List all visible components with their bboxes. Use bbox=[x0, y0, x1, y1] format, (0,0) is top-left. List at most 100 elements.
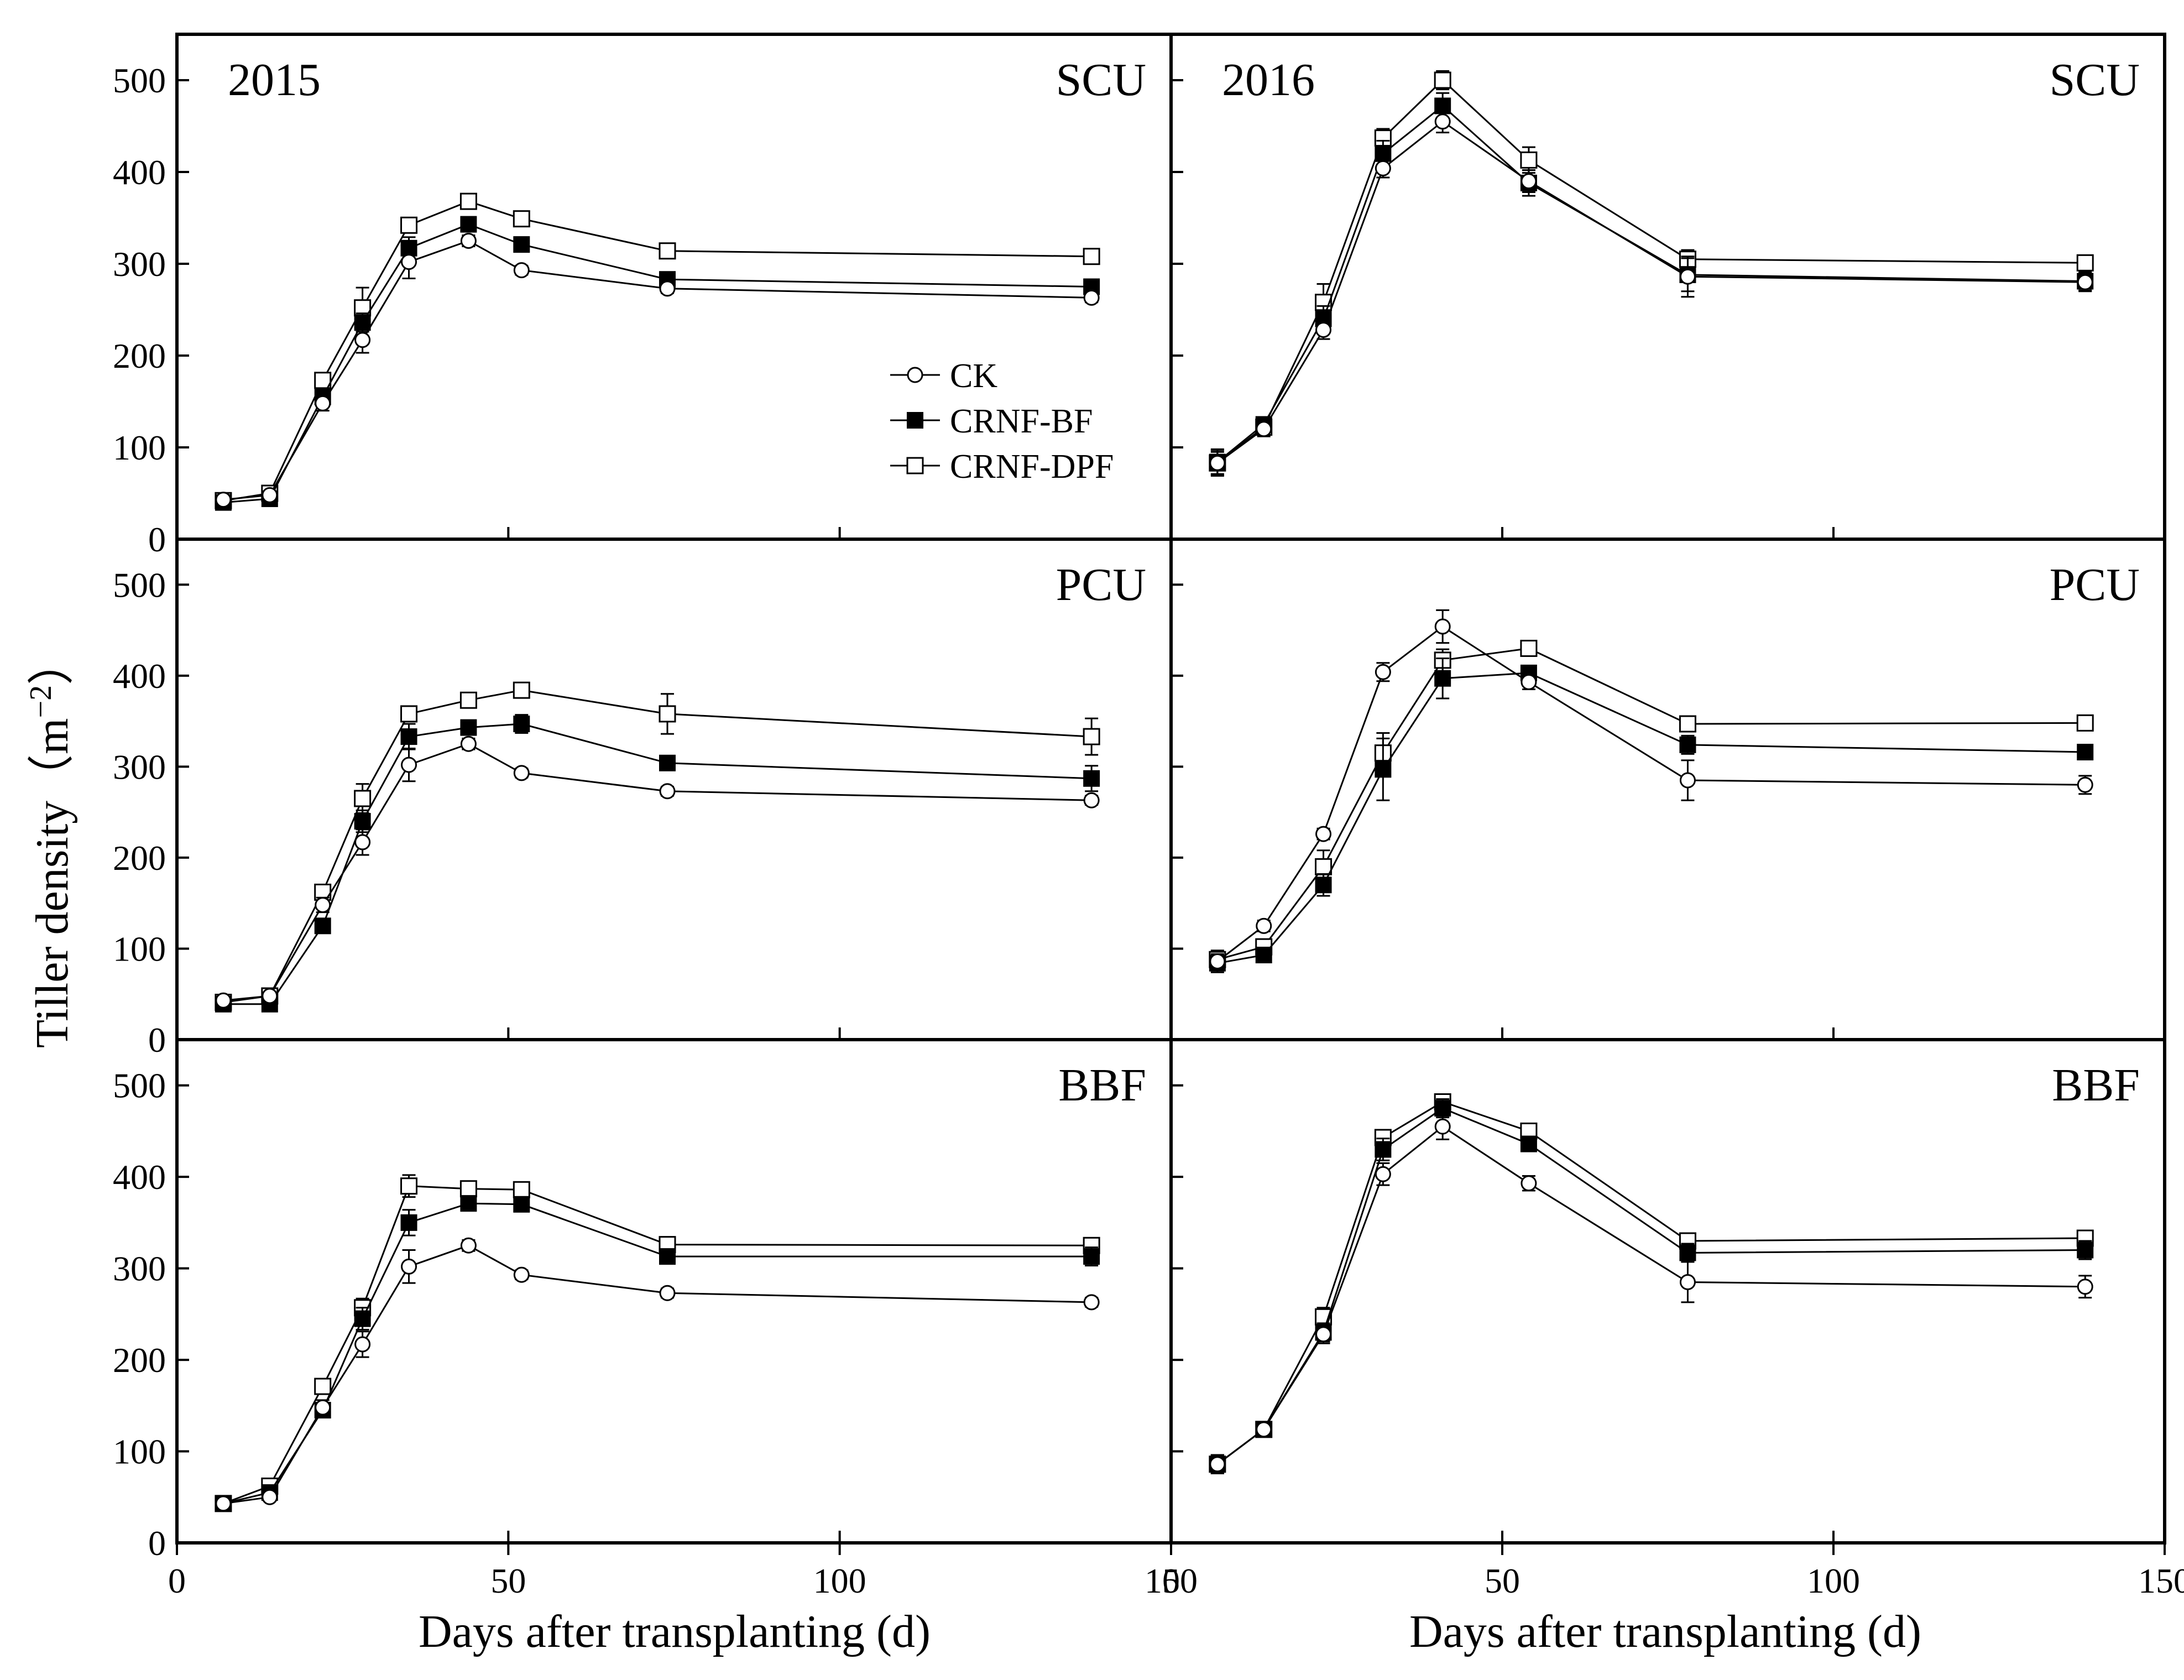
panel-2016-scu-series-ck bbox=[1209, 109, 2093, 477]
panel-2015-scu-y-tick-label-500: 500 bbox=[113, 61, 166, 100]
panel-2016-scu-series-ck-point-2 bbox=[1315, 322, 1332, 338]
panel-2015-pcu-series-ck-point-3 bbox=[354, 834, 371, 851]
panel-2016-scu-series-ck-point-7 bbox=[2077, 274, 2093, 290]
panel-2016-pcu-series-ck-point-2 bbox=[1315, 826, 1332, 842]
panel-2016-bbf-x-tick-label-50: 50 bbox=[1485, 1561, 1520, 1600]
panel-2015-scu-series-crnf-bf-point-6 bbox=[513, 236, 530, 253]
panel-2016-bbf-x-tick-label-0: 0 bbox=[1162, 1561, 1180, 1600]
panel-2016-bbf-series-crnf-bf-point-6 bbox=[1679, 1244, 1696, 1261]
panel-2016-pcu-series-crnf-bf-point-2 bbox=[1315, 876, 1332, 894]
panel-2016-bbf-series-crnf-bf-point-7 bbox=[2077, 1241, 2094, 1259]
panel-2015-scu-series-ck bbox=[215, 233, 1100, 508]
panel-2016-pcu-series-ck-point-7 bbox=[2077, 776, 2093, 793]
x-axis-title-left: Days after transplanting (d) bbox=[419, 1606, 931, 1657]
panel-2015-bbf-series-ck-point-7 bbox=[659, 1285, 676, 1301]
panel-2016-bbf-series-crnf-bf-point-5 bbox=[1520, 1135, 1537, 1152]
panel-2015-bbf-series-ck-point-3 bbox=[354, 1336, 371, 1353]
ticks-layer: 0100200300400500010020030040050001002003… bbox=[113, 61, 2184, 1600]
panel-2015-pcu-series-crnf-dpf bbox=[215, 681, 1100, 1011]
panel-2015-pcu-series-crnf-bf-point-4 bbox=[400, 728, 417, 745]
panel-2015-bbf-series-ck-point-0 bbox=[215, 1495, 232, 1512]
panel-2015-pcu-type-label: PCU bbox=[1056, 559, 1146, 611]
panel-2015-pcu-series-ck bbox=[215, 735, 1100, 1009]
panel-2015-scu-series-ck-point-2 bbox=[315, 395, 331, 411]
panel-2015-pcu-y-tick-label-500: 500 bbox=[113, 565, 166, 604]
panel-2015-bbf-series-ck-point-4 bbox=[401, 1258, 417, 1275]
panel-2016-scu-series-ck-point-1 bbox=[1256, 421, 1272, 437]
panel-2015-scu-series-ck-point-3 bbox=[354, 332, 371, 348]
panel-2016-pcu-series-ck-point-4 bbox=[1434, 618, 1451, 635]
panel-2016-pcu-series-crnf-bf bbox=[1209, 658, 2094, 973]
panel-2016-pcu-series-crnf-bf-point-7 bbox=[2077, 744, 2094, 761]
panel-2016-bbf-x-tick-label-100: 100 bbox=[1807, 1561, 1860, 1600]
panel-2015-pcu-series-ck-point-2 bbox=[315, 896, 331, 913]
panel-2015-pcu-series-crnf-dpf-point-8 bbox=[1083, 728, 1100, 745]
legend-label-ck: CK bbox=[950, 357, 997, 395]
panel-2015-scu-series-ck-point-1 bbox=[262, 487, 278, 503]
panel-2016-bbf-series-crnf-dpf-line bbox=[1216, 1100, 2086, 1465]
panel-2016-pcu-series-ck-point-0 bbox=[1209, 953, 1226, 969]
panel-2015-pcu-series-crnf-dpf-point-6 bbox=[513, 681, 530, 699]
panel-2016-scu-series-crnf-dpf-line bbox=[1216, 79, 2086, 464]
panel-2015-scu-series-crnf-dpf-point-4 bbox=[400, 216, 418, 234]
panel-2015-bbf-x-tick-label-0: 0 bbox=[168, 1561, 186, 1600]
panel-2015-scu-series-crnf-dpf-point-8 bbox=[1083, 248, 1100, 265]
panel-2015-pcu-series-crnf-bf-point-6 bbox=[513, 716, 530, 733]
panel-2016-scu-series-ck-line bbox=[1217, 120, 2086, 464]
panel-2015-bbf-y-tick-label-200: 200 bbox=[113, 1340, 166, 1380]
panel-2015-scu-type-label: SCU bbox=[1056, 54, 1146, 106]
panel-2015-scu-series-crnf-dpf-point-7 bbox=[659, 242, 676, 260]
panel-2016-bbf-series-ck-point-4 bbox=[1434, 1118, 1451, 1135]
panel-2015-bbf-series-crnf-bf bbox=[215, 1195, 1100, 1512]
panel-2015-pcu-series-ck-point-1 bbox=[262, 988, 278, 1004]
panel-2016-bbf-series-ck bbox=[1209, 1113, 2093, 1474]
panel-2015-pcu-series-crnf-dpf-point-4 bbox=[400, 705, 418, 723]
panel-2016-scu-series-ck-point-0 bbox=[1209, 455, 1226, 471]
panel-2015-bbf-series-crnf-bf-point-6 bbox=[513, 1196, 530, 1213]
panel-2016-scu-series-ck-point-4 bbox=[1434, 113, 1451, 130]
panel-2016-bbf-series-ck-point-3 bbox=[1375, 1166, 1391, 1182]
y-axis-title-close: ） bbox=[27, 639, 78, 685]
y-axis-title-main: Tiller density（m bbox=[27, 718, 78, 1048]
panel-2016-pcu-series-crnf-dpf-point-6 bbox=[1679, 715, 1696, 733]
panel-2015-pcu-y-tick-label-0: 0 bbox=[148, 1020, 166, 1060]
panel-2016-pcu-series-crnf-bf-point-4 bbox=[1434, 670, 1451, 687]
legend-label-crnf-dpf: CRNF-DPF bbox=[950, 448, 1114, 486]
panel-2016-scu-series-ck-point-6 bbox=[1679, 268, 1696, 285]
panel-2015-pcu-series-ck-point-5 bbox=[460, 735, 477, 752]
panel-2015-bbf-y-tick-label-400: 400 bbox=[113, 1157, 166, 1197]
panel-2016-scu-series-crnf-dpf-point-4 bbox=[1434, 71, 1451, 89]
panel-2015-pcu-series-ck-point-4 bbox=[401, 756, 417, 773]
panel-2015-bbf-series-crnf-dpf-point-2 bbox=[314, 1378, 332, 1395]
panel-2015-bbf-x-tick-label-50: 50 bbox=[490, 1561, 526, 1600]
panel-2015-bbf-series-crnf-bf-point-7 bbox=[659, 1248, 676, 1265]
panel-2015-scu-y-tick-label-300: 300 bbox=[113, 244, 166, 284]
labels-layer: 2015 SCU 2016 SCU PCU PCU BBF BBF bbox=[228, 54, 2140, 1111]
panel-2016-scu-series-ck-point-3 bbox=[1375, 160, 1391, 176]
panel-2016-bbf-type-label: BBF bbox=[2052, 1060, 2140, 1111]
panel-2015-bbf-series-ck-point-1 bbox=[262, 1489, 278, 1505]
panel-2016-pcu-series-ck-point-6 bbox=[1679, 772, 1696, 789]
panel-2016-scu-series-crnf-bf bbox=[1209, 92, 2094, 476]
panel-2015-bbf-series-crnf-dpf-point-6 bbox=[513, 1181, 530, 1198]
panel-2015-bbf-x-tick-label-150: 150 bbox=[1145, 1561, 1198, 1600]
panel-2016-pcu-series-ck-line bbox=[1216, 625, 2086, 962]
panel-2015-pcu-series-ck-point-6 bbox=[513, 765, 530, 781]
panel-2016-pcu-series-ck-point-3 bbox=[1375, 664, 1391, 680]
panel-2016-scu-series-crnf-dpf-point-5 bbox=[1520, 151, 1538, 169]
panel-2015-bbf-series-ck-point-2 bbox=[315, 1399, 331, 1416]
panel-2015-bbf-y-tick-label-0: 0 bbox=[148, 1524, 166, 1563]
panel-2016-scu-type-label: SCU bbox=[2050, 54, 2140, 106]
panel-2016-bbf-series-ck-point-2 bbox=[1315, 1326, 1332, 1343]
panel-2015-pcu-series-crnf-dpf-point-3 bbox=[354, 790, 372, 807]
panel-2016-bbf-series-ck-line bbox=[1216, 1125, 2086, 1465]
panel-2015-pcu-y-tick-label-200: 200 bbox=[113, 838, 166, 878]
panel-2015-bbf-series-ck-point-8 bbox=[1083, 1294, 1100, 1311]
panel-2015-scu-y-tick-label-100: 100 bbox=[113, 428, 166, 467]
panel-2016-pcu-series-ck bbox=[1209, 609, 2093, 970]
panel-2015-scu-series-ck-point-6 bbox=[513, 262, 530, 279]
panel-2015-pcu-series-ck-point-0 bbox=[215, 992, 232, 1009]
x-axis-title-right: Days after transplanting (d) bbox=[1409, 1606, 1921, 1657]
panel-2016-pcu-type-label: PCU bbox=[2050, 559, 2140, 611]
panel-2015-scu-series-ck-point-5 bbox=[460, 233, 477, 249]
